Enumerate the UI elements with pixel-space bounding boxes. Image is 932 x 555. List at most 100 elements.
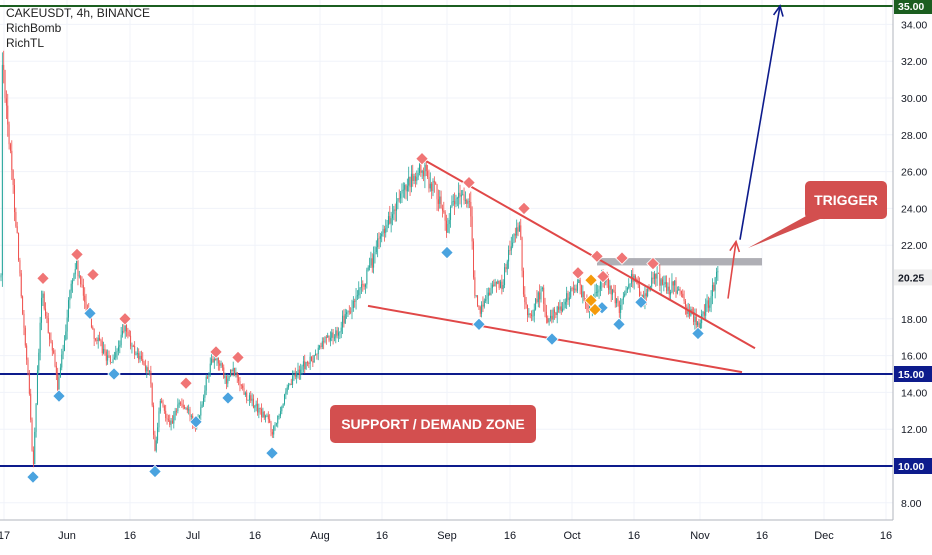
candle-body (378, 238, 380, 240)
candle-body (478, 305, 480, 308)
candle-body (427, 171, 429, 177)
projection-arrow-blue[interactable] (739, 4, 784, 240)
sell-signal-marker[interactable] (415, 151, 429, 166)
candle-body (0, 275, 2, 278)
candle-body (201, 404, 203, 408)
sell-signal-marker[interactable] (118, 312, 132, 326)
candle-body (306, 362, 308, 364)
sell-signal-marker[interactable] (179, 376, 193, 390)
candle-body (335, 330, 337, 338)
price-label-15-00[interactable]: 15.00 (894, 366, 932, 382)
candle-body (185, 407, 187, 409)
candle-body (205, 376, 207, 391)
candle-body (115, 352, 117, 358)
candle-body (300, 369, 302, 375)
candle-body (301, 366, 303, 370)
candle-body (4, 69, 6, 99)
candle-body (338, 332, 339, 336)
sell-signal-marker[interactable] (517, 201, 531, 216)
candle-body (290, 384, 292, 386)
candle-body (81, 284, 83, 286)
trigger-label-text: TRIGGER (814, 192, 878, 208)
candle-body (684, 301, 686, 307)
support-demand-zone-label[interactable]: SUPPORT / DEMAND ZONE (330, 405, 536, 443)
candle-body (348, 311, 350, 313)
sell-signal-marker[interactable] (646, 256, 660, 271)
candle-body (331, 332, 333, 338)
buy-signal-marker[interactable] (440, 245, 454, 260)
candle-body (351, 307, 353, 313)
candle-body (613, 289, 615, 292)
buy-signal-marker[interactable] (545, 332, 559, 346)
buy-signal-marker[interactable] (107, 367, 121, 381)
trendline[interactable] (421, 157, 756, 350)
price-label-box (894, 366, 932, 382)
y-tick-label: 18.00 (901, 314, 927, 326)
buy-signal-marker[interactable] (221, 391, 235, 405)
signal-marker-orange[interactable] (588, 302, 602, 317)
signal-marker-orange[interactable] (584, 293, 598, 308)
buy-signal-marker[interactable] (83, 306, 97, 321)
buy-signal-marker[interactable] (26, 470, 40, 484)
sell-signal-marker[interactable] (462, 175, 476, 190)
candle-body (455, 198, 457, 205)
candle-body (181, 403, 183, 406)
sell-signal-marker[interactable] (231, 350, 245, 365)
price-label-10-00[interactable]: 10.00 (894, 458, 932, 474)
candle-body (489, 292, 491, 296)
sell-signal-marker[interactable] (571, 266, 585, 280)
buy-signal-marker[interactable] (265, 446, 279, 460)
candle-body (124, 325, 126, 332)
sell-signal-marker[interactable] (615, 251, 629, 265)
sell-signal-marker[interactable] (36, 271, 50, 286)
buy-signal-marker[interactable] (52, 389, 66, 403)
candle-body (477, 295, 479, 306)
time-axis-bg (0, 520, 932, 550)
sell-signal-marker[interactable] (209, 345, 223, 359)
candle-body (707, 300, 709, 308)
candle-body (297, 369, 299, 373)
sell-signal-marker[interactable] (86, 267, 100, 282)
buy-signal-marker[interactable] (612, 317, 626, 332)
buy-signal-marker[interactable] (634, 295, 648, 310)
candle-body (674, 280, 676, 286)
candle-body (9, 144, 11, 151)
projection-arrow-red[interactable] (727, 239, 741, 299)
resistance-box[interactable] (597, 258, 762, 266)
candle-body (562, 308, 564, 312)
buy-signal-marker[interactable] (148, 464, 162, 479)
candle-body (96, 339, 98, 342)
candle-body (47, 318, 49, 334)
buy-signal-marker[interactable] (691, 326, 705, 341)
candle-body (53, 350, 55, 353)
candle-body (559, 306, 561, 310)
sell-signal-marker[interactable] (590, 249, 604, 264)
candle-body (302, 361, 304, 367)
sell-signal-marker[interactable] (596, 269, 610, 284)
candle-body (660, 279, 662, 286)
candle-body (157, 427, 159, 441)
support-label-text: SUPPORT / DEMAND ZONE (341, 416, 525, 432)
candle-body (504, 267, 506, 286)
trigger-label[interactable]: TRIGGER (748, 181, 887, 248)
candle-body (578, 279, 580, 283)
candle-body (354, 301, 356, 302)
candle-body (173, 415, 175, 424)
candle-body (24, 327, 26, 346)
candle-body (574, 288, 576, 290)
sell-signal-marker[interactable] (70, 247, 84, 262)
buy-signal-marker[interactable] (189, 415, 203, 429)
candle-body (182, 405, 184, 407)
candle-body (597, 291, 599, 293)
candle-body (377, 238, 379, 248)
candle-body (217, 358, 219, 364)
candle-body (360, 284, 362, 288)
signal-marker-orange[interactable] (584, 273, 598, 287)
candle-body (99, 337, 101, 341)
buy-signal-marker[interactable] (472, 317, 486, 332)
candle-body (174, 410, 176, 416)
price-label-35-00[interactable]: 35.00 (894, 0, 932, 14)
price-label-20-25[interactable]: 20.25 (894, 269, 932, 286)
